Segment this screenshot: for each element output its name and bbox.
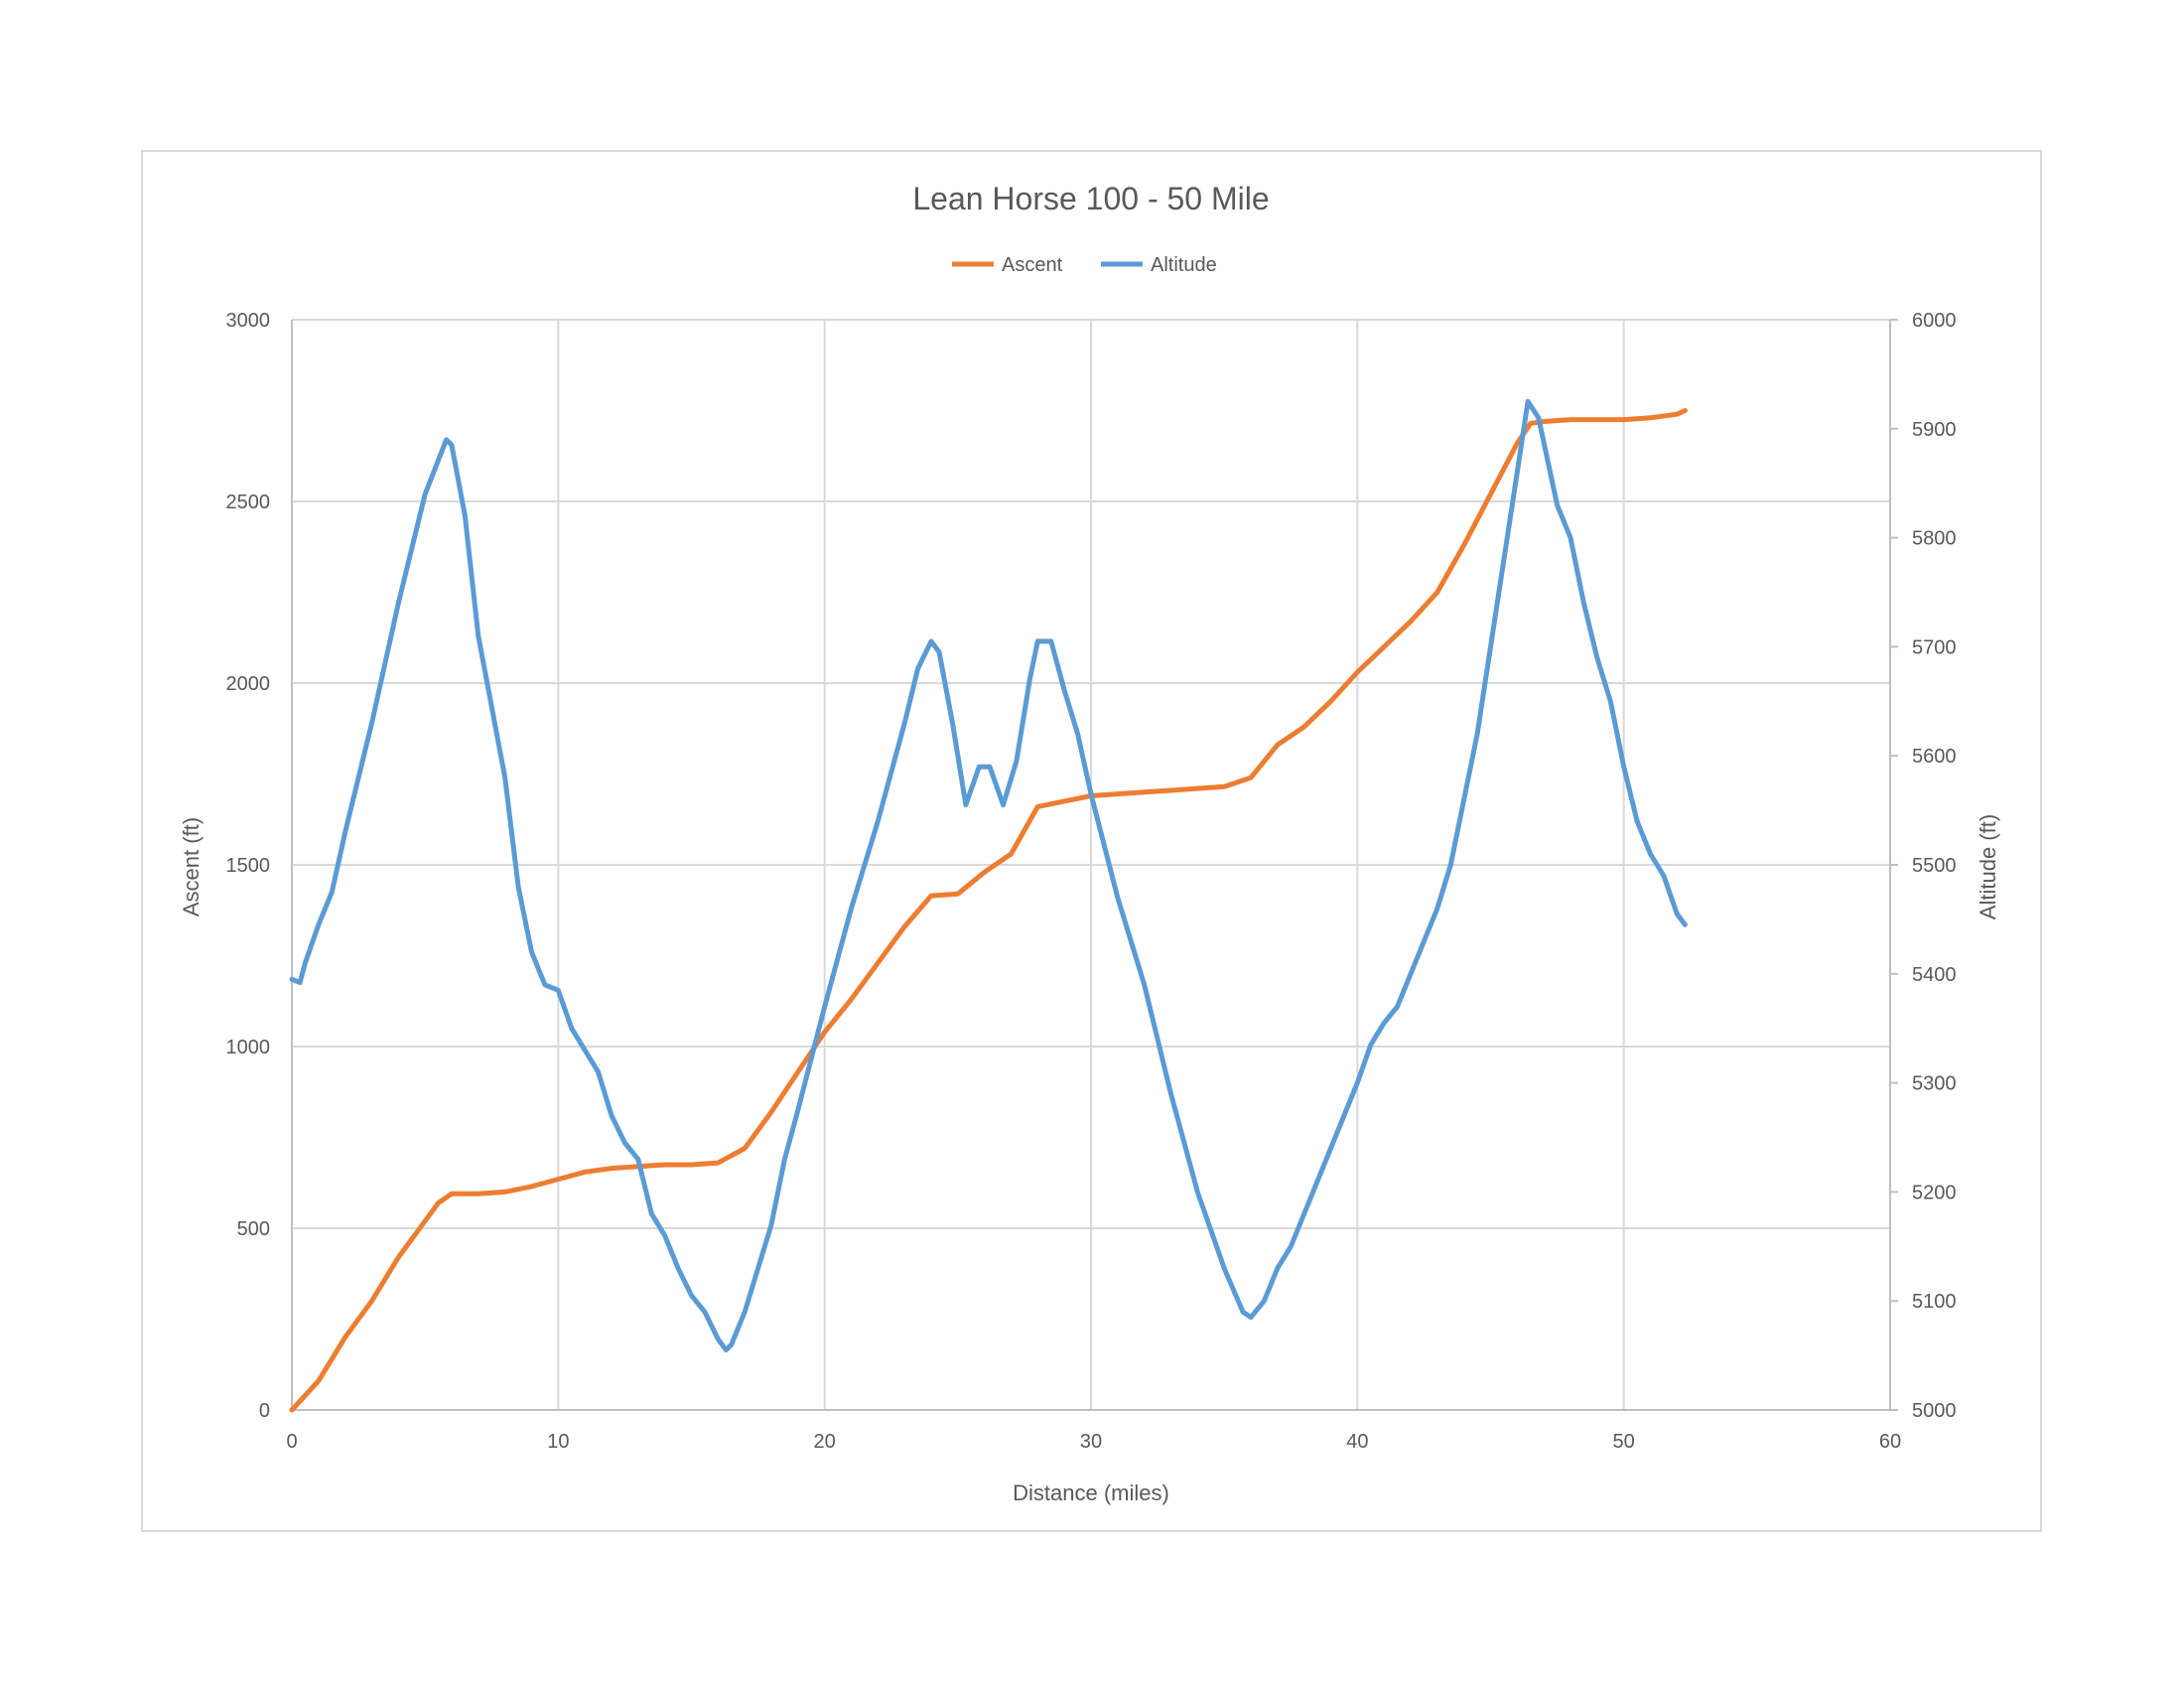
y-right-tick-label: 5000 — [1912, 1400, 1957, 1422]
y-right-tick-label: 5500 — [1912, 855, 1957, 877]
chart-title: Lean Horse 100 - 50 Mile — [912, 181, 1269, 216]
y-right-tick-label: 5600 — [1912, 746, 1957, 768]
series-line-altitude — [289, 398, 1688, 1353]
y-left-tick-label: 0 — [259, 1400, 270, 1422]
legend-item-ascent: Ascent — [952, 254, 1063, 276]
line-chart: 0 500 1000 1500 2000 2500 3000 0 10 20 30 40 50 60 500… — [179, 181, 2000, 1505]
y-left-tick-label: 2500 — [226, 492, 271, 513]
y-right-tick-label: 5800 — [1912, 528, 1957, 550]
series-lines — [289, 398, 1688, 1413]
y-right-tick-label: 6000 — [1912, 310, 1957, 332]
x-tick-label: 10 — [547, 1431, 569, 1453]
legend-item-altitude: Altitude — [1101, 254, 1217, 276]
legend-label: Ascent — [1002, 254, 1063, 276]
y-left-tick-label: 3000 — [226, 310, 271, 332]
y-left-tick-label: 500 — [237, 1218, 270, 1240]
y-axis-right-label: Altitude (ft) — [1976, 814, 2000, 919]
x-tick-label: 20 — [814, 1431, 836, 1453]
y-right-tick-label: 5100 — [1912, 1291, 1957, 1313]
x-tick-label: 50 — [1613, 1431, 1635, 1453]
legend-label: Altitude — [1151, 254, 1217, 276]
x-axis-label: Distance (miles) — [1013, 1480, 1169, 1505]
gridlines — [291, 319, 1891, 1411]
y-axis-left-label: Ascent (ft) — [179, 817, 204, 916]
y-left-tick-label: 1500 — [226, 855, 271, 877]
y-left-tick-label: 2000 — [226, 673, 271, 695]
y-right-tick-label: 5400 — [1912, 964, 1957, 986]
x-tick-label: 40 — [1346, 1431, 1368, 1453]
legend: Ascent Altitude — [952, 254, 1217, 276]
y-right-tick-label: 5300 — [1912, 1073, 1957, 1095]
x-tick-label: 60 — [1879, 1431, 1901, 1453]
series-line-ascent — [289, 408, 1688, 1413]
x-tick-label: 0 — [286, 1431, 297, 1453]
y-left-tick-label: 1000 — [226, 1037, 271, 1058]
y-right-tick-label: 5900 — [1912, 419, 1957, 441]
x-tick-label: 30 — [1080, 1431, 1102, 1453]
axes: 0 500 1000 1500 2000 2500 3000 0 10 20 30 40 50 60 500… — [226, 310, 1957, 1453]
y-right-tick-label: 5700 — [1912, 636, 1957, 658]
y-right-tick-label: 5200 — [1912, 1182, 1957, 1203]
chart-frame: 0 500 1000 1500 2000 2500 3000 0 10 20 30 40 50 60 500… — [141, 150, 2042, 1532]
